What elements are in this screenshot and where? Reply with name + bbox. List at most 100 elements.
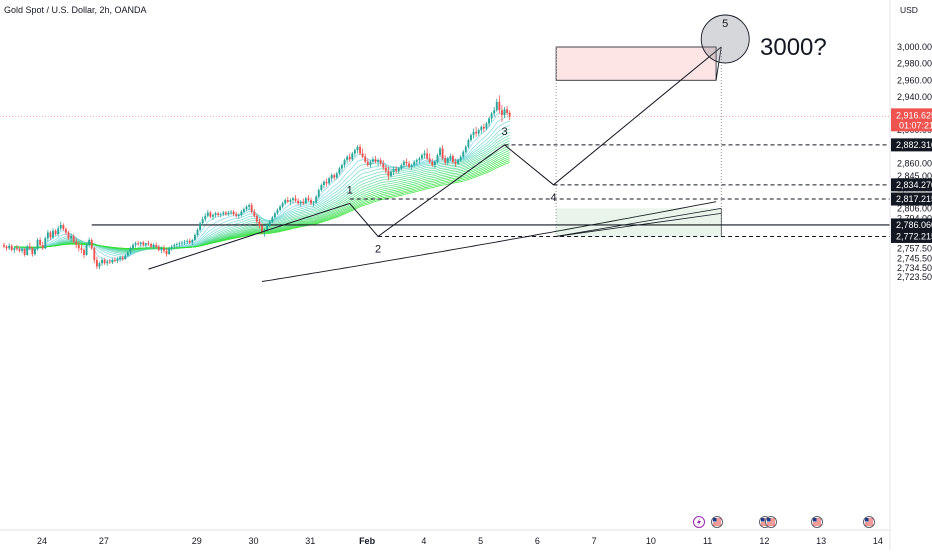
candle-body bbox=[106, 261, 109, 264]
candle-body bbox=[387, 170, 390, 176]
candle-up bbox=[341, 163, 343, 172]
price-tick-label: 3,000.000 bbox=[897, 42, 932, 52]
candle-body bbox=[281, 203, 284, 207]
candle-body bbox=[121, 257, 124, 260]
candle-up bbox=[98, 261, 101, 270]
last-price-tag bbox=[891, 108, 932, 132]
chart-title: Gold Spot / U.S. Dollar, 2h, OANDA bbox=[4, 5, 147, 15]
candle-down bbox=[382, 160, 385, 171]
candle-up bbox=[328, 176, 331, 186]
candle-body bbox=[217, 213, 220, 216]
candle-body bbox=[346, 156, 349, 161]
candle-up bbox=[415, 158, 418, 166]
time-tick-label: 14 bbox=[873, 536, 883, 546]
candle-up bbox=[400, 163, 403, 171]
candle-down bbox=[364, 153, 367, 164]
candle-body bbox=[111, 259, 114, 263]
candle-body bbox=[475, 131, 478, 134]
candle-body bbox=[150, 244, 153, 247]
economic-event-icons[interactable] bbox=[693, 516, 875, 528]
candle-up bbox=[480, 125, 483, 134]
candle-up bbox=[106, 259, 109, 266]
candle-down bbox=[310, 197, 312, 206]
candle-body bbox=[139, 242, 142, 245]
us-flag-event-icon[interactable] bbox=[711, 516, 723, 528]
candle-body bbox=[209, 212, 212, 217]
candle-up bbox=[186, 239, 189, 245]
currency-label[interactable]: USD bbox=[900, 5, 918, 15]
us-flag-event-icon[interactable] bbox=[863, 516, 875, 528]
candle-up bbox=[206, 210, 209, 218]
drawing-tools[interactable] bbox=[0, 46, 890, 237]
us-flag-event-icon[interactable] bbox=[765, 516, 777, 528]
candle-body bbox=[348, 156, 351, 160]
candle-up bbox=[273, 211, 276, 220]
candle-up bbox=[433, 160, 436, 169]
candle-body bbox=[395, 169, 398, 171]
candle-up bbox=[392, 166, 395, 176]
candle-body bbox=[255, 215, 258, 222]
candle-up bbox=[116, 257, 119, 264]
price-axis[interactable]: 2,723.5002,734.5002,745.5002,757.5002,76… bbox=[897, 42, 932, 282]
target-connector-line[interactable] bbox=[715, 46, 722, 81]
target-zone-box[interactable] bbox=[555, 46, 717, 81]
candle-up bbox=[369, 160, 372, 168]
candle-body bbox=[366, 161, 369, 166]
candle-down bbox=[475, 126, 478, 137]
candle-up bbox=[490, 111, 493, 122]
candle-up bbox=[168, 246, 171, 255]
flag-stripe bbox=[713, 522, 721, 524]
flag-stripe bbox=[713, 520, 721, 522]
candle-up bbox=[459, 155, 462, 162]
candle-body bbox=[431, 161, 434, 166]
price-tick-label: 2,940.000 bbox=[897, 92, 932, 102]
candle-body bbox=[400, 165, 403, 169]
candle-up bbox=[377, 158, 380, 166]
wave-count-drawing[interactable]: 1 2 3 4 5 3000? bbox=[148, 14, 827, 270]
time-axis[interactable]: 2427293031Feb456710111213141 bbox=[37, 536, 932, 546]
candle-body bbox=[85, 244, 88, 255]
candle-up bbox=[320, 183, 323, 192]
target-annotation[interactable]: 3000? bbox=[760, 34, 827, 61]
candle-up bbox=[139, 241, 142, 247]
candle-down bbox=[3, 242, 5, 249]
candle-down bbox=[395, 165, 398, 174]
candle-body bbox=[284, 200, 287, 204]
candle-body bbox=[235, 214, 238, 216]
candle-up bbox=[477, 128, 480, 136]
candle-body bbox=[359, 146, 361, 154]
candle-body bbox=[93, 248, 96, 260]
candle-body bbox=[67, 232, 70, 239]
elliott-wave-path[interactable] bbox=[148, 46, 722, 270]
candle-up bbox=[284, 198, 287, 206]
lightning-event-icon[interactable] bbox=[693, 516, 705, 528]
time-tick-label: 31 bbox=[305, 536, 315, 546]
candle-body bbox=[62, 224, 65, 230]
candle-body bbox=[292, 198, 294, 201]
candle-body bbox=[5, 246, 8, 249]
candle-body bbox=[28, 246, 31, 249]
candle-body bbox=[183, 241, 186, 243]
candle-body bbox=[351, 153, 354, 160]
wave-label-1: 1 bbox=[347, 184, 353, 196]
candle-up bbox=[472, 128, 475, 139]
candle-body bbox=[206, 212, 209, 216]
candle-down bbox=[297, 198, 300, 206]
time-tick-label: 11 bbox=[703, 536, 712, 546]
wave-5-circle[interactable] bbox=[700, 14, 750, 64]
flag-stripe bbox=[713, 518, 721, 520]
candle-body bbox=[457, 160, 460, 164]
candle-body bbox=[129, 248, 132, 253]
candle-down bbox=[498, 95, 501, 114]
flag-stripe bbox=[813, 524, 821, 526]
candle-up bbox=[175, 242, 178, 248]
price-tick-label: 2,757.500 bbox=[897, 244, 932, 254]
candle-body bbox=[101, 259, 103, 264]
candle-body bbox=[286, 200, 289, 202]
candle-up bbox=[193, 233, 196, 241]
candle-body bbox=[423, 153, 426, 156]
time-tick-label: 7 bbox=[592, 536, 597, 546]
us-flag-event-icon[interactable] bbox=[811, 516, 823, 528]
projection-line[interactable] bbox=[556, 207, 722, 237]
